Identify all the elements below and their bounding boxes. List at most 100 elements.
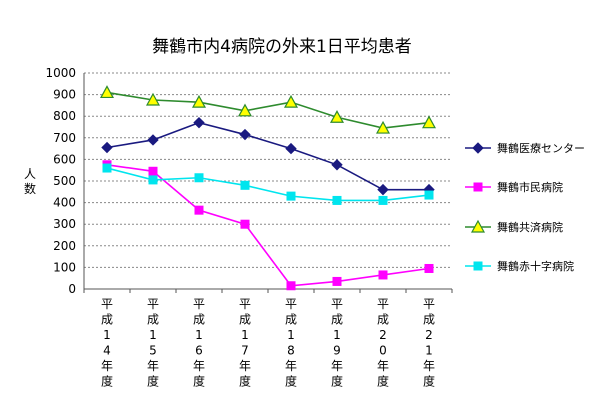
- series-line: [106, 164, 430, 287]
- x-tick-label-char: 度: [423, 374, 435, 389]
- x-tick-label-char: 平: [101, 297, 113, 311]
- series-line: [106, 167, 430, 202]
- y-axis-label-char: 数: [24, 181, 36, 196]
- data-point: [286, 191, 296, 201]
- data-point: [331, 159, 343, 171]
- x-tick-label-char: 年: [331, 359, 343, 373]
- y-tick-label: 600: [53, 152, 76, 166]
- x-tick-label-char: 度: [101, 374, 113, 389]
- series-group: [99, 85, 437, 291]
- x-tick-label-char: 平: [423, 297, 435, 311]
- x-tick-label-char: 成: [239, 313, 251, 327]
- data-point: [193, 116, 205, 129]
- y-axis-label-text: 人数: [24, 167, 36, 196]
- x-tick-label-char: 1: [287, 328, 295, 342]
- x-tick-label: 平成 1 7 年度: [239, 297, 251, 389]
- data-point: [240, 180, 250, 190]
- x-tick-label-char: 1: [333, 328, 341, 342]
- data-point: [377, 183, 389, 196]
- legend-label: 舞鶴医療センター: [497, 141, 585, 155]
- x-tick-label: 平成 1 8 年度: [285, 297, 297, 389]
- chart-title: 舞鶴市内4病院の外来1日平均患者: [152, 37, 412, 57]
- x-tick-label-char: 平: [239, 297, 251, 311]
- x-tick-label-char: 成: [285, 313, 297, 327]
- legend-swatch-marker: [473, 261, 483, 271]
- data-point: [378, 195, 388, 205]
- data-point: [332, 276, 342, 286]
- x-tick-label-char: 度: [239, 374, 251, 389]
- data-point: [285, 142, 297, 155]
- x-tick-label-char: 成: [423, 313, 435, 327]
- y-tick-label: 0: [68, 282, 76, 296]
- legend-label: 舞鶴共済病院: [497, 220, 563, 234]
- x-tick-label-char: 1: [149, 328, 157, 342]
- x-tick-label-char: 年: [101, 359, 113, 373]
- data-point: [148, 166, 158, 176]
- y-tick-label: 300: [53, 217, 76, 231]
- x-tick-label-char: 度: [377, 374, 389, 389]
- x-tick-label-char: 9: [333, 344, 341, 358]
- data-point: [283, 94, 299, 108]
- axes: [83, 73, 453, 293]
- data-point: [378, 270, 388, 280]
- x-tick-label-char: 6: [195, 344, 203, 358]
- x-tick-label: 平成 1 5 年度: [147, 297, 159, 389]
- legend-label: 舞鶴赤十字病院: [497, 259, 574, 273]
- gridlines: [84, 72, 452, 268]
- y-tick-labels: 0 100 200 300 400 500 600 700 800 900 1000: [45, 66, 76, 296]
- x-tick-label-char: 1: [241, 328, 249, 342]
- data-point: [194, 173, 204, 183]
- x-tick-label-char: 度: [193, 374, 205, 389]
- legend-swatch-marker: [472, 142, 484, 154]
- y-tick-label: 400: [53, 196, 76, 210]
- data-point: [99, 85, 115, 99]
- x-tick-label-char: 1: [195, 328, 203, 342]
- x-tick-label-char: 4: [103, 344, 111, 358]
- x-tick-label-char: 成: [193, 313, 205, 327]
- legend-swatch-marker: [470, 219, 486, 233]
- data-point: [239, 128, 251, 141]
- data-point: [424, 263, 434, 273]
- x-tick-label: 平成 2 1 年度: [423, 297, 435, 389]
- x-tick-label-char: 5: [149, 344, 157, 358]
- data-point: [329, 110, 345, 123]
- y-tick-label: 500: [53, 174, 76, 188]
- x-tick-label: 平成 2 0 年度: [377, 297, 389, 389]
- series-line: [106, 91, 430, 129]
- x-tick-label-char: 平: [331, 297, 343, 311]
- legend-item: 舞鶴市民病院: [465, 180, 563, 194]
- y-tick-label: 800: [53, 109, 76, 123]
- series-line: [106, 121, 429, 191]
- y-axis-label: 人数: [24, 167, 36, 196]
- x-tick-label-char: 1: [425, 344, 433, 358]
- data-point: [375, 120, 391, 134]
- y-tick-label: 1000: [45, 66, 76, 80]
- data-point: [421, 115, 437, 129]
- x-tick-label-char: 成: [147, 313, 159, 327]
- x-tick-label-char: 成: [331, 313, 343, 327]
- data-point: [145, 92, 161, 106]
- x-tick-label-char: 平: [193, 297, 205, 311]
- x-tick-label-char: 0: [379, 344, 387, 358]
- legend-item: 舞鶴共済病院: [465, 219, 563, 234]
- data-point: [102, 163, 112, 173]
- data-point: [424, 190, 434, 200]
- x-tick-label-char: 年: [377, 359, 389, 373]
- data-point: [101, 141, 113, 154]
- x-tick-label-char: 2: [379, 328, 387, 342]
- x-tick-label-char: 年: [239, 359, 251, 373]
- data-point: [332, 195, 342, 205]
- x-tick-label-char: 平: [285, 297, 297, 311]
- x-tick-label-char: 度: [147, 374, 159, 389]
- x-tick-label-char: 成: [101, 313, 113, 327]
- y-tick-label: 100: [53, 260, 76, 274]
- data-point: [148, 175, 158, 185]
- y-axis-label-char: 人: [24, 167, 36, 181]
- legend-item: 舞鶴赤十字病院: [465, 259, 574, 273]
- x-tick-label-char: 平: [147, 297, 159, 311]
- x-tick-label-char: 成: [377, 313, 389, 327]
- x-tick-label: 平成 1 9 年度: [331, 297, 343, 389]
